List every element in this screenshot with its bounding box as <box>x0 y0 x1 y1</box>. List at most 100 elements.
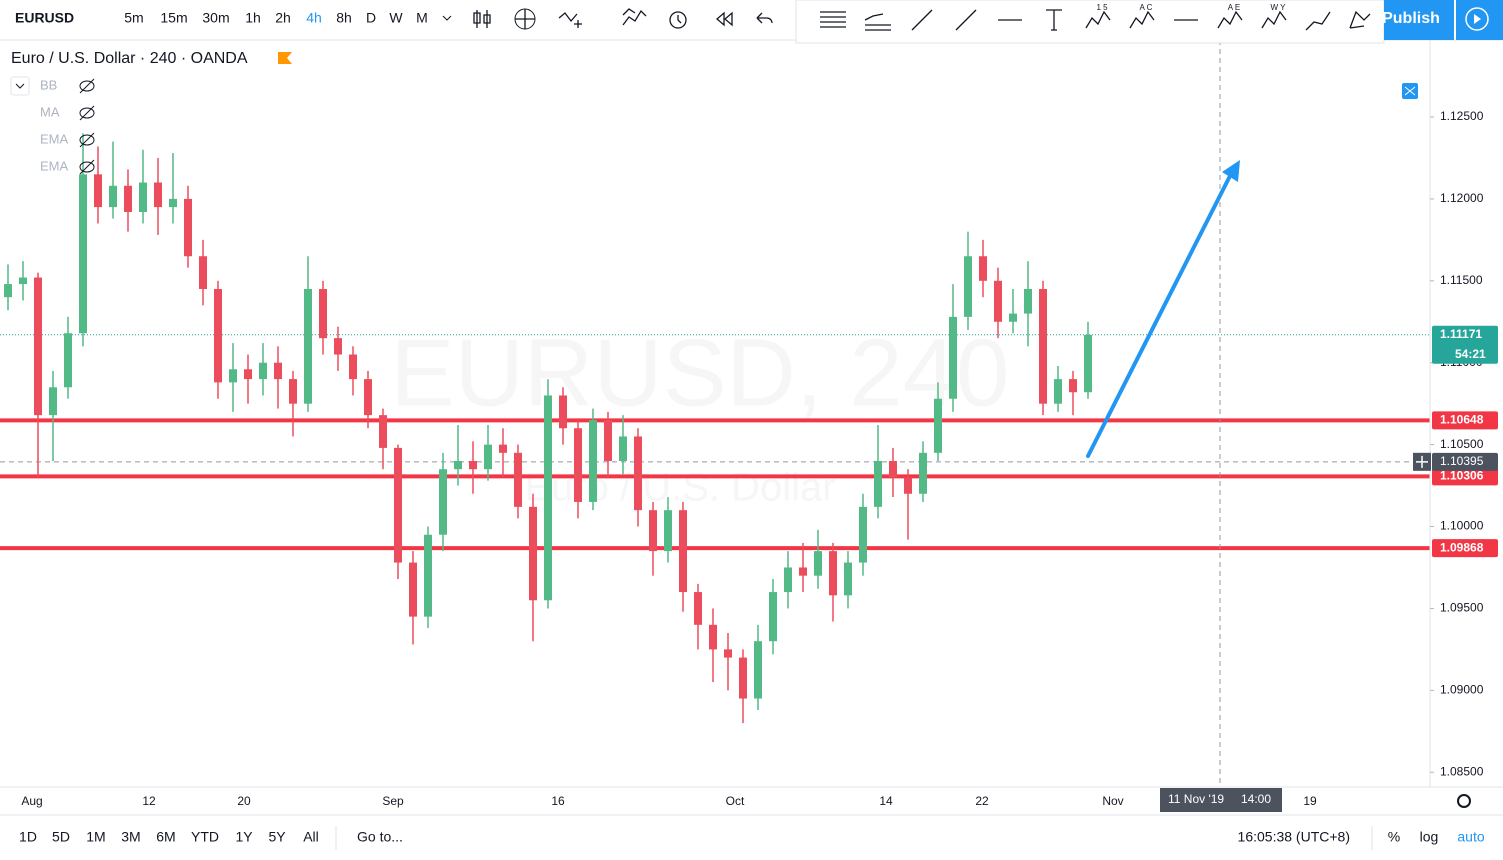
scale-option[interactable]: % <box>1388 829 1400 845</box>
candle-body <box>49 387 57 416</box>
x-tick-label: 12 <box>142 794 156 808</box>
interval-dropdown <box>442 15 452 21</box>
x-tick-label: 19 <box>1303 794 1317 808</box>
candle-body <box>949 316 957 399</box>
range-button[interactable]: 6M <box>156 829 175 845</box>
drawing-tool-button[interactable] <box>820 11 846 28</box>
hidden-eye-icon[interactable] <box>79 161 95 173</box>
drawing-tool-button[interactable] <box>1349 10 1371 29</box>
range-button[interactable]: 1M <box>86 829 105 845</box>
chevron <box>15 83 25 89</box>
candle-body <box>529 506 537 601</box>
flag-icon <box>278 52 292 64</box>
candle-body <box>259 362 267 380</box>
candle-body <box>199 256 207 289</box>
drawing-tool-button[interactable] <box>911 9 933 31</box>
y-tick-label: 1.12000 <box>1440 191 1484 205</box>
interval-button[interactable]: 5m <box>124 10 143 26</box>
eye-slash <box>79 132 95 148</box>
candle-body <box>439 469 447 535</box>
last-price-label: 1.11171 <box>1440 327 1482 341</box>
candle-body <box>184 198 192 257</box>
settings-gear[interactable] <box>1457 794 1471 808</box>
eye-slash <box>79 159 95 175</box>
candle-body <box>1084 334 1092 393</box>
drawing-tool-button[interactable] <box>864 13 891 31</box>
interval-button[interactable]: 1h <box>245 10 261 26</box>
drawing-tool-button[interactable] <box>1129 10 1155 29</box>
interval-button[interactable]: 2h <box>275 10 291 26</box>
arrow-annotation <box>1086 170 1234 458</box>
alert-button-icon[interactable] <box>669 11 687 29</box>
x-tick-label: 14 <box>879 794 893 808</box>
candle-body <box>214 289 222 383</box>
templates-button-icon[interactable] <box>622 8 647 26</box>
interval-button[interactable]: 4h <box>306 10 322 26</box>
level-price-label: 1.10306 <box>1440 469 1484 483</box>
y-tick-label: 1.11500 <box>1440 273 1483 287</box>
indicators-button-icon[interactable] <box>558 12 582 28</box>
candle-body <box>889 461 897 478</box>
symbol-legend: Euro / U.S. Dollar · 240 · OANDA <box>11 50 248 67</box>
hidden-eye-icon[interactable] <box>79 80 95 92</box>
crosshair-price-label: 1.10395 <box>1440 454 1484 468</box>
scale-option[interactable]: log <box>1420 829 1439 845</box>
play-triangle <box>1474 14 1481 24</box>
range-button[interactable]: 1D <box>19 829 37 845</box>
interval-button[interactable]: 30m <box>202 10 229 26</box>
candle-body <box>304 289 312 404</box>
drawing-tool-button[interactable] <box>955 9 977 31</box>
publish-button[interactable] <box>1384 0 1454 40</box>
drawing-tool-button[interactable] <box>1046 9 1062 31</box>
candle-body <box>109 185 117 208</box>
collapse-button[interactable] <box>10 76 30 96</box>
symbol-search[interactable]: EURUSD <box>15 10 74 26</box>
range-button[interactable]: All <box>303 829 319 845</box>
undo-button-icon[interactable] <box>756 12 773 24</box>
range-button[interactable]: 1Y <box>235 829 253 845</box>
drawing-tool-caption: A E <box>1228 3 1240 12</box>
y-tick-label: 1.09000 <box>1440 683 1484 697</box>
range-button[interactable]: 5D <box>52 829 70 845</box>
chart-type-button-icon[interactable] <box>473 10 491 28</box>
drawing-tool-button[interactable] <box>1085 10 1111 29</box>
x-tick-label: Aug <box>21 794 42 808</box>
goto-button[interactable]: Go to... <box>357 829 403 845</box>
candle-body <box>469 461 477 470</box>
candle-body <box>169 198 177 208</box>
candle-body <box>289 379 297 404</box>
range-button[interactable]: 5Y <box>268 829 286 845</box>
drawing-tool-button[interactable] <box>1305 11 1331 31</box>
x-tick-label: 22 <box>975 794 989 808</box>
interval-button[interactable]: W <box>389 10 403 26</box>
interval-button[interactable]: D <box>366 10 376 26</box>
hidden-eye-icon[interactable] <box>79 107 95 119</box>
candle-body <box>364 379 372 416</box>
scale-option[interactable]: auto <box>1457 829 1484 845</box>
candle-body <box>244 369 252 380</box>
range-button[interactable]: 3M <box>121 829 140 845</box>
drawing-tool-button[interactable] <box>1217 10 1243 29</box>
candle-body <box>274 362 282 380</box>
drawing-tool-button[interactable] <box>1261 10 1287 29</box>
candle-body <box>769 592 777 642</box>
watermark-description: Euro / U.S. Dollar <box>524 466 835 510</box>
level-price-tag <box>1432 467 1498 486</box>
candle-body <box>349 354 357 380</box>
indicator-name: EMA <box>40 158 69 173</box>
candle-body <box>139 182 147 213</box>
hidden-eye-icon[interactable] <box>79 134 95 146</box>
replay-button-icon[interactable] <box>716 11 733 27</box>
candle-body <box>1069 379 1077 393</box>
interval-button[interactable]: 8h <box>336 10 352 26</box>
x-tick-label: Nov <box>1102 794 1123 808</box>
interval-button[interactable]: M <box>416 10 428 26</box>
candle-body <box>634 436 642 511</box>
interval-button[interactable]: 15m <box>160 10 187 26</box>
range-button[interactable]: YTD <box>191 829 219 845</box>
candle-body <box>829 551 837 596</box>
candle-body <box>739 657 747 699</box>
compare-button-icon[interactable] <box>515 9 535 29</box>
candle-body <box>589 420 597 502</box>
